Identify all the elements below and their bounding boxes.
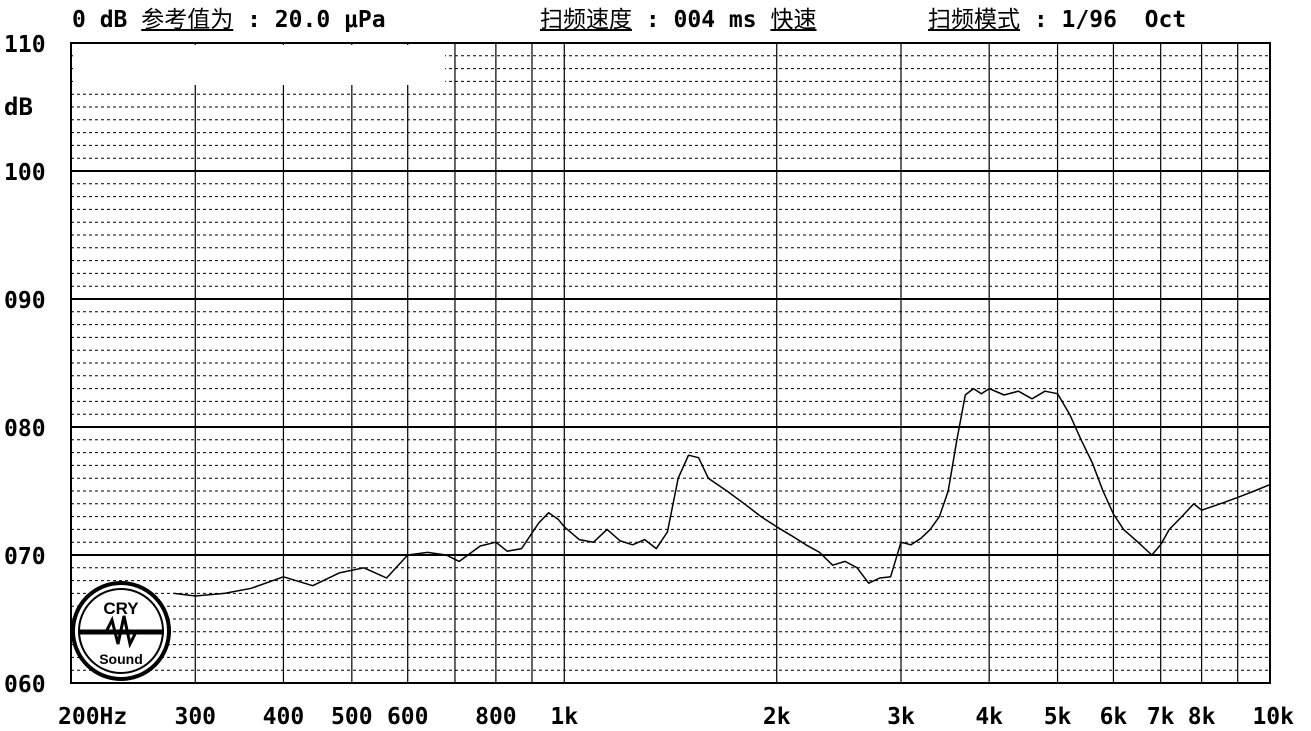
reference-level-header: 0 dB 参考值为 : 20.0 μPa <box>72 7 386 33</box>
x-tick-label: 600 <box>387 704 429 730</box>
x-tick-label: 800 <box>475 704 517 730</box>
y-unit-label: dB <box>4 93 33 121</box>
y-tick-label: 110 <box>4 32 46 58</box>
x-tick-label: 500 <box>331 704 373 730</box>
x-tick-label: 200Hz <box>58 704 127 730</box>
x-tick-label: 6k <box>1100 704 1128 730</box>
legend-area <box>73 45 445 85</box>
logo-bottom-text: Sound <box>99 651 143 667</box>
x-tick-label: 3k <box>887 704 915 730</box>
x-tick-label: 5k <box>1044 704 1072 730</box>
cry-sound-logo: CRY Sound <box>71 581 171 681</box>
y-tick-label: 100 <box>4 160 46 186</box>
x-tick-label: 10k <box>1252 704 1294 730</box>
logo-top-text: CRY <box>103 599 139 618</box>
sweep-mode-header: 扫频模式 : 1/96 Oct <box>928 7 1187 33</box>
x-tick-label: 1k <box>550 704 578 730</box>
x-tick-label: 400 <box>263 704 305 730</box>
x-tick-label: 300 <box>174 704 216 730</box>
plot-frame <box>70 42 1271 684</box>
x-tick-label: 8k <box>1188 704 1216 730</box>
y-tick-label: 060 <box>4 672 46 698</box>
y-tick-label: 070 <box>4 544 46 570</box>
x-tick-label: 4k <box>975 704 1003 730</box>
y-tick-label: 090 <box>4 288 46 314</box>
x-tick-label: 2k <box>763 704 791 730</box>
x-tick-label: 7k <box>1147 704 1175 730</box>
sweep-speed-header: 扫频速度 : 004 ms 快速 <box>540 7 817 33</box>
response-curve <box>174 387 1271 597</box>
y-tick-label: 080 <box>4 416 46 442</box>
